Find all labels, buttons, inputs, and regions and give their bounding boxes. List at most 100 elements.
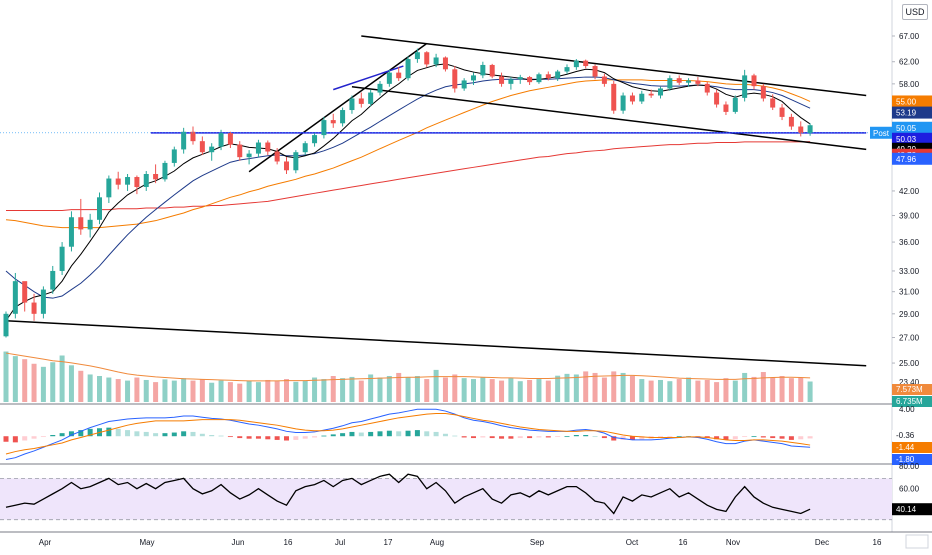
macd-histogram-bar [274,436,280,440]
volume-bar [330,376,336,402]
candle-body [396,72,402,79]
time-tick-label: Apr [39,538,52,547]
candle-body [704,83,710,93]
volume-bar [760,372,766,402]
macd-histogram-bar [12,436,18,443]
volume-bar [3,351,9,402]
macd-histogram-bar [40,436,46,438]
volume-bar [704,379,710,402]
price-tick-label: 29.00 [899,310,920,319]
volume-bar [620,372,626,402]
candle-body [779,107,785,117]
volume-bar [377,377,383,402]
volume-bar [629,376,635,402]
candle-body [798,126,804,134]
macd-histogram-bar [639,436,645,440]
trendline [361,35,867,97]
rsi-badge [892,503,932,516]
candle-body [807,125,813,134]
volume-bar [573,374,579,402]
volume-bar [265,379,271,402]
volume-bar [349,376,355,402]
volume-bar [12,356,18,402]
macd-badge [892,442,932,453]
candle-body [405,59,411,79]
volume-bar [97,376,102,402]
volume-bar [59,355,65,402]
volume-bar [246,380,252,402]
volume-bar [555,375,561,402]
candle-body [499,76,505,84]
price-axis-badge [892,95,932,108]
candle-body [620,95,626,111]
macd-histogram-bar [68,431,74,437]
macd-badge-label: -0.36 [896,431,915,440]
candle-body [3,313,9,337]
candle-body [265,142,271,152]
macd-histogram-bar [265,436,271,440]
volume-bar [40,366,46,402]
macd-histogram-bar [190,431,196,437]
volume-bar [489,379,495,402]
rsi-tick-label: 80.00 [899,462,920,471]
volume-bar [788,378,794,402]
volume-bar [321,379,327,402]
price-tick-label: 25.00 [899,359,920,368]
macd-histogram-bar [125,430,131,437]
time-tick-label: May [139,538,154,547]
volume-bar [648,380,654,402]
candle-body [171,149,177,163]
volume-bar [461,378,467,402]
candle-body [732,97,738,112]
macd-histogram-bar [405,430,411,437]
candle-body [97,197,102,220]
macd-histogram-bar [181,431,187,437]
volume-bar [125,380,131,402]
volume-bar [115,379,121,402]
candle-body [573,60,579,68]
candle-body [508,79,514,84]
macd-histogram-bar [527,436,533,439]
volume-bar [433,369,439,402]
time-tick-label: 16 [679,538,688,547]
volume-bar [255,382,261,402]
macd-histogram-bar [414,430,420,437]
trendline [333,65,404,91]
candle-body [648,93,654,96]
volume-bar [293,381,299,402]
candle-body [751,75,757,87]
candle-body [527,77,533,83]
candle-body [555,71,561,79]
macd-histogram-bar [788,436,794,440]
candle-body [611,83,617,111]
macd-histogram-bar [499,436,505,439]
candle-body [676,78,682,83]
macd-histogram-bar [779,436,785,439]
candle-body [452,69,458,89]
trendline [5,320,867,367]
volume-bar [405,377,411,402]
macd-histogram-bar [555,436,561,438]
macd-histogram-bar [237,436,243,439]
volume-bar [751,376,757,402]
macd-histogram-bar [564,436,570,438]
post-badge-label: Post [873,129,890,138]
macd-histogram-bar [87,428,93,437]
candle-body [471,75,476,81]
price-tick-label: 62.00 [899,58,920,67]
macd-histogram-bar [461,436,467,438]
volume-bar [442,377,448,402]
macd-histogram-bar [396,431,402,437]
volume-bar [536,379,542,402]
macd-histogram-bar [583,435,589,437]
volume-tick-label: 23.40 [899,378,920,387]
candle-body [181,131,187,150]
candle-body [386,72,392,84]
volume-bar [340,378,346,402]
candle-body [742,75,748,98]
price-axis-badge-label: 50.05 [896,124,917,133]
currency-button[interactable]: USD [902,4,928,20]
macd-histogram-bar [601,436,607,439]
